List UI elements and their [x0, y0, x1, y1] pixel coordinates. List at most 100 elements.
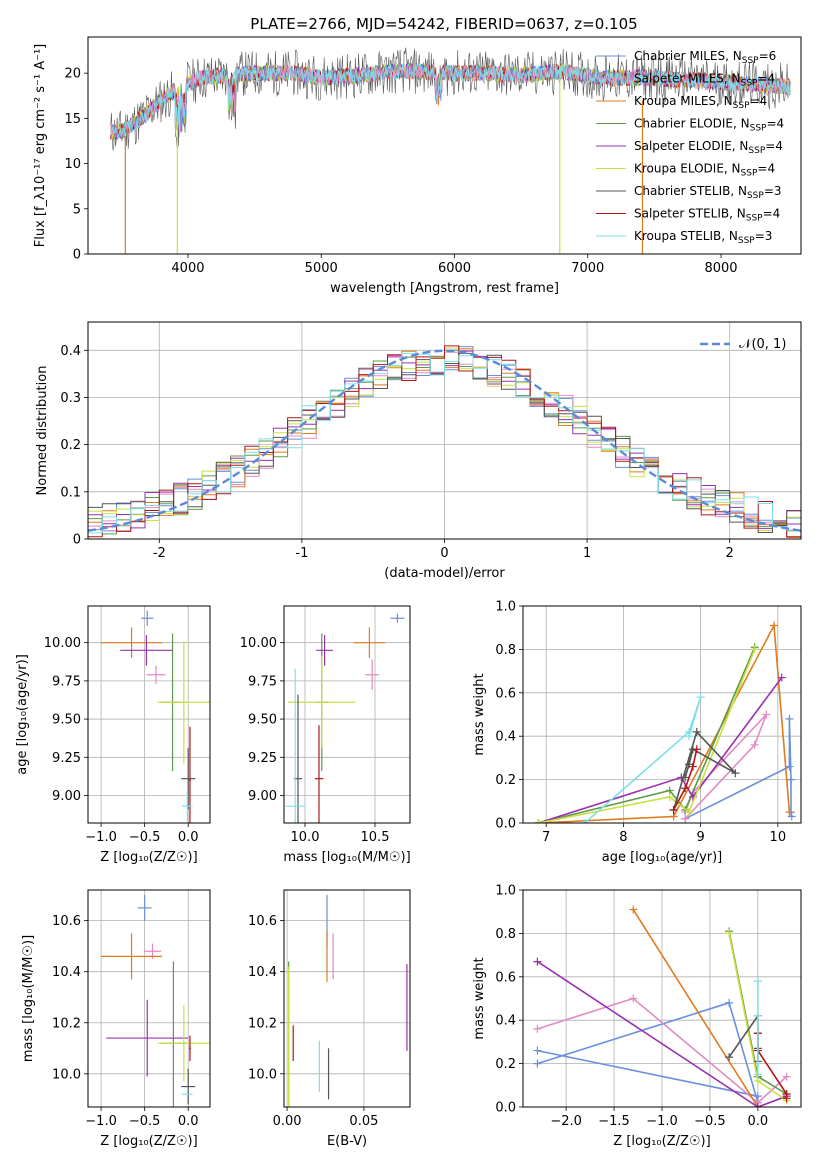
weight-marker — [782, 1072, 791, 1081]
mass-weight-vs-metallicity-panel: −2.0 −1.5 −1.0 −0.5 0.0 0.0 0.2 0.4 0.6 0.8 1.0 Z [… — [472, 884, 802, 1149]
axes-frame — [522, 889, 802, 1108]
age-vs-metallicity-panel: −1.0 −0.5 0.0 9.00 9.25 9.50 9.75 10.00 Z [log₁₀… — [15, 605, 211, 865]
weight-marker — [533, 957, 542, 966]
axes-frame — [283, 605, 411, 824]
legend-label: 𝒩(0, 1) — [739, 337, 786, 352]
weight-marker — [785, 714, 794, 723]
weight-marker — [777, 673, 786, 682]
weight-marker — [725, 929, 734, 938]
x-axis-label: mass [log₁₀(M/M☉)] — [283, 850, 410, 865]
y-tick-label: 0 — [73, 533, 81, 548]
weight-line — [538, 649, 756, 823]
x-axis-label: wavelength [Angstrom, rest frame] — [330, 281, 559, 296]
y-tick-label: 0.4 — [495, 1014, 516, 1029]
y-tick-label: 10.0 — [52, 1067, 81, 1082]
x-tick-label: −2.0 — [550, 1114, 582, 1129]
histogram-salpeter-stelib — [88, 345, 801, 538]
weight-marker — [669, 805, 678, 814]
y-tick-label: 9.25 — [52, 751, 81, 766]
legend-label: Chabrier STELIB, NSSP=3 — [634, 184, 782, 201]
weight-marker — [762, 710, 771, 719]
y-tick-label: 15 — [64, 112, 81, 127]
weight-marker — [533, 1046, 542, 1055]
weight-line — [536, 960, 787, 1107]
plot-area — [285, 613, 405, 823]
axes-frame — [87, 605, 211, 824]
y-tick-label: 1.0 — [495, 884, 516, 899]
weight-marker — [688, 762, 697, 771]
plot-area — [533, 905, 791, 1107]
weight-marker — [533, 1024, 542, 1033]
weight-marker — [725, 1053, 734, 1062]
axes-frame — [87, 889, 211, 1108]
y-tick-label: 10.00 — [240, 636, 277, 651]
y-tick-label: 10.0 — [248, 1067, 277, 1082]
mass-vs-ebv-panel: 0.00 0.05 10.0 10.2 10.4 10.6 E(B-V) — [248, 889, 411, 1149]
x-tick-label: 10 — [770, 830, 787, 845]
weight-marker — [696, 693, 705, 702]
x-tick-label: 0.0 — [178, 1114, 199, 1129]
x-tick-label: 4000 — [171, 261, 204, 276]
x-axis-label: Z [log₁₀(Z/Z☉)] — [613, 1134, 710, 1149]
weight-marker — [750, 645, 759, 654]
x-tick-label: 0.0 — [178, 830, 199, 845]
weight-marker — [534, 819, 543, 823]
y-tick-label: 9.00 — [52, 789, 81, 804]
weight-line — [538, 677, 783, 823]
weight-marker — [681, 773, 690, 782]
legend-label: Chabrier MILES, NSSP=6 — [634, 49, 776, 66]
x-tick-label: 0.00 — [273, 1114, 302, 1129]
legend-label: Salpeter MILES, NSSP=4 — [634, 72, 775, 89]
y-tick-label: 1.0 — [495, 600, 516, 615]
weight-marker — [725, 998, 734, 1007]
y-axis-label: age [log₁₀(age/yr)] — [15, 654, 30, 775]
normal-curve — [88, 349, 801, 532]
x-axis-label: (data-model)/error — [384, 566, 505, 581]
x-tick-label: 5000 — [305, 261, 338, 276]
x-tick-label: −1.0 — [646, 1114, 678, 1129]
y-tick-label: 0.2 — [495, 1057, 516, 1072]
y-tick-label: 9.25 — [248, 751, 277, 766]
weight-marker — [785, 808, 794, 817]
mass-vs-metallicity-panel: −1.0 −0.5 0.0 10.0 10.2 10.4 10.6 Z [log₁₀(Z/Z☉… — [21, 889, 211, 1149]
legend-label: Salpeter ELODIE, NSSP=4 — [634, 139, 783, 156]
plot-area — [101, 610, 210, 823]
mass-weight-vs-age-panel: 7 8 9 10 0.0 0.2 0.4 0.6 0.8 1.0 age [log₁₀(age/yr… — [472, 600, 802, 865]
legend-label: Chabrier ELODIE, NSSP=4 — [634, 117, 784, 134]
y-tick-label: 9.75 — [52, 674, 81, 689]
x-tick-label: 0.05 — [349, 1114, 378, 1129]
weight-line — [684, 718, 793, 820]
weight-marker — [685, 732, 694, 741]
weight-marker — [785, 762, 794, 771]
y-tick-label: 0 — [73, 248, 81, 263]
weight-marker — [731, 769, 740, 778]
weight-marker — [533, 1059, 542, 1068]
x-tick-label: 9 — [696, 830, 704, 845]
x-tick-label: 2 — [726, 546, 734, 561]
plot-area — [110, 47, 791, 254]
weight-line — [538, 646, 756, 823]
y-tick-label: 10.6 — [248, 914, 277, 929]
weight-line — [584, 696, 702, 823]
weight-marker — [692, 745, 701, 754]
y-tick-label: 0.4 — [60, 344, 81, 359]
y-tick-label: 9.00 — [248, 789, 277, 804]
weight-line — [537, 997, 788, 1104]
y-tick-label: 0.3 — [60, 391, 81, 406]
y-tick-label: 0.0 — [495, 817, 516, 832]
spectrum-panel: 4000 5000 6000 7000 8000 0 5 10 15 20 wavelength [… — [33, 36, 802, 296]
x-tick-label: 7000 — [571, 261, 604, 276]
y-tick-label: 10.4 — [52, 965, 81, 980]
x-tick-label: -2 — [153, 546, 166, 561]
y-tick-label: 9.50 — [248, 713, 277, 728]
weight-marker — [692, 727, 701, 736]
plot-area — [88, 345, 801, 538]
weight-marker — [786, 775, 795, 784]
weight-marker — [753, 1070, 762, 1079]
legend-label: Kroupa MILES, NSSP=4 — [634, 94, 767, 111]
weight-marker — [580, 819, 589, 823]
y-tick-label: 0.6 — [495, 686, 516, 701]
plot-area — [534, 621, 796, 823]
age-vs-mass-panel: 10.0 10.5 9.00 9.25 9.50 9.75 10.00 mass [log₁₀… — [240, 605, 411, 865]
